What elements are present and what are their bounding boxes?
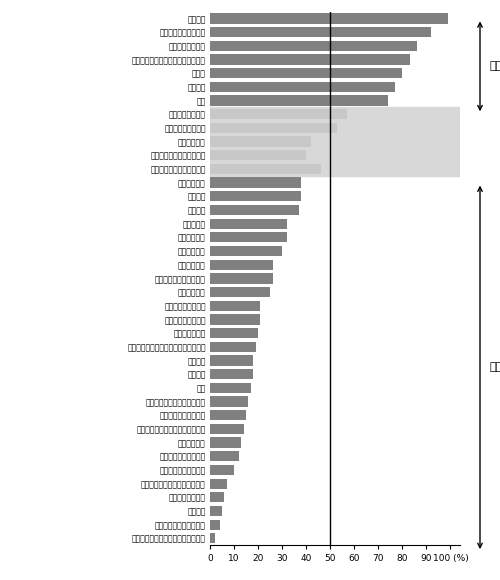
- Bar: [210, 396, 248, 407]
- Bar: [210, 27, 431, 37]
- Bar: [210, 410, 246, 420]
- Bar: [210, 314, 260, 325]
- Bar: [210, 506, 222, 516]
- Bar: [210, 191, 302, 201]
- Text: 競争: 競争: [490, 362, 500, 372]
- Bar: [210, 121, 460, 135]
- Bar: [210, 82, 395, 92]
- Bar: [210, 328, 258, 338]
- Bar: [210, 55, 410, 64]
- Bar: [210, 95, 388, 106]
- Bar: [210, 205, 299, 215]
- Bar: [210, 68, 402, 78]
- Bar: [210, 123, 338, 133]
- Bar: [210, 437, 241, 448]
- Bar: [210, 162, 460, 176]
- Bar: [210, 342, 256, 352]
- Bar: [210, 107, 460, 121]
- Bar: [210, 260, 272, 270]
- Bar: [210, 177, 302, 188]
- Bar: [210, 369, 254, 379]
- Bar: [210, 13, 448, 24]
- Bar: [210, 533, 215, 543]
- Bar: [210, 478, 227, 489]
- Bar: [210, 424, 244, 434]
- Bar: [210, 232, 287, 242]
- Text: 独占: 独占: [490, 61, 500, 71]
- Bar: [210, 136, 311, 147]
- Bar: [210, 356, 254, 365]
- Bar: [210, 41, 416, 51]
- Bar: [210, 383, 251, 393]
- Bar: [210, 135, 460, 148]
- Bar: [210, 164, 320, 174]
- Bar: [210, 520, 220, 530]
- Bar: [210, 273, 272, 284]
- Bar: [210, 109, 347, 119]
- Bar: [210, 148, 460, 162]
- Bar: [210, 465, 234, 475]
- Bar: [210, 246, 282, 256]
- Bar: [210, 451, 239, 462]
- Bar: [210, 219, 287, 229]
- Bar: [210, 492, 224, 502]
- Bar: [210, 287, 270, 297]
- Bar: [210, 300, 260, 311]
- Bar: [210, 150, 306, 161]
